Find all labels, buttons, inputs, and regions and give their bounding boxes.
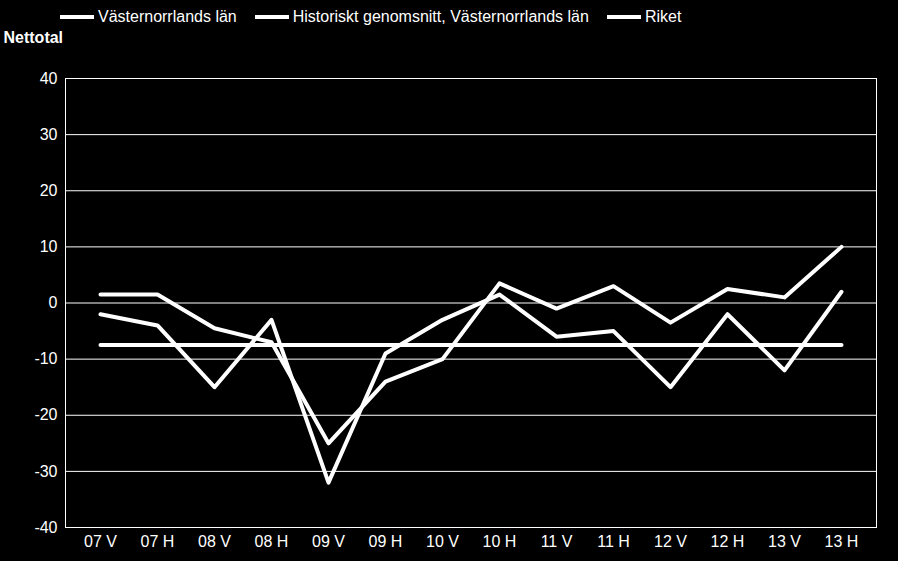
svg-text:-40: -40 [34, 519, 57, 536]
svg-text:-30: -30 [34, 462, 57, 479]
html-text:Historiskt genomsnitt, Västern: Historiskt genomsnitt, Västernorrlands l… [292, 8, 589, 25]
svg-text:-20: -20 [34, 406, 57, 423]
svg-text:11 H: 11 H [597, 533, 630, 550]
svg-text:10: 10 [40, 238, 58, 255]
svg-text:Nettotal: Nettotal [4, 29, 64, 46]
html-text:Riket: Riket [644, 8, 682, 25]
svg-text:11 V: 11 V [541, 533, 573, 550]
svg-text:10 H: 10 H [483, 533, 517, 550]
html-text:Västernorrlands län: Västernorrlands län [98, 8, 237, 25]
svg-text:12 H: 12 H [711, 533, 745, 550]
svg-text:0: 0 [49, 294, 58, 311]
svg-text:07 H: 07 H [141, 533, 175, 550]
svg-text:09 V: 09 V [312, 533, 345, 550]
svg-text:08 H: 08 H [255, 533, 289, 550]
svg-text:13 V: 13 V [768, 533, 801, 550]
svg-text:-10: -10 [34, 350, 57, 367]
svg-text:30: 30 [40, 126, 58, 143]
svg-text:20: 20 [40, 182, 58, 199]
svg-text:40: 40 [40, 70, 58, 87]
svg-text:12 V: 12 V [654, 533, 687, 550]
svg-text:10 V: 10 V [426, 533, 459, 550]
svg-text:13 H: 13 H [825, 533, 859, 550]
svg-text:09 H: 09 H [369, 533, 403, 550]
svg-text:07 V: 07 V [84, 533, 117, 550]
svg-text:08 V: 08 V [198, 533, 231, 550]
